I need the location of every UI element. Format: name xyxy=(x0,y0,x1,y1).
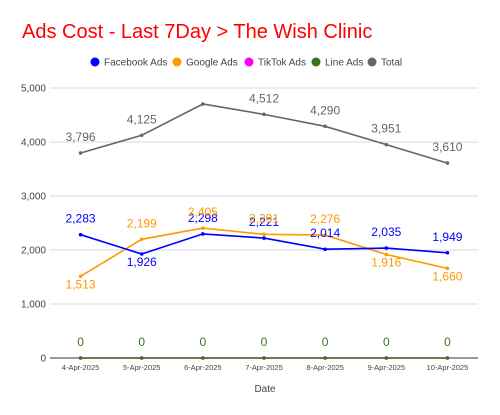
data-label-1-5: 1,916 xyxy=(371,256,401,270)
data-point-3-4 xyxy=(323,356,327,360)
y-tick-label-1: 1,000 xyxy=(21,300,46,311)
x-tick-label-2: 6-Apr-2025 xyxy=(184,363,222,372)
data-label-0-4: 2,014 xyxy=(310,226,340,240)
data-label-3-3: 0 xyxy=(261,335,268,349)
legend-label-3: Line Ads xyxy=(325,58,363,69)
data-point-0-0 xyxy=(78,232,83,237)
legend-label-1: Google Ads xyxy=(186,58,238,69)
x-tick-label-5: 9-Apr-2025 xyxy=(368,363,406,372)
data-point-0-6 xyxy=(445,250,450,255)
data-point-3-2 xyxy=(201,356,205,360)
data-point-1-5 xyxy=(384,252,389,257)
legend-label-0: Facebook Ads xyxy=(104,58,167,69)
data-point-3-1 xyxy=(139,356,144,360)
data-label-4-1: 4,125 xyxy=(127,112,157,126)
series-lines xyxy=(78,102,450,360)
legend-marker-1 xyxy=(172,57,182,67)
data-point-3-3 xyxy=(262,356,266,360)
data-label-0-1: 1,926 xyxy=(127,255,157,269)
data-point-4-6 xyxy=(445,161,450,165)
x-tick-label-1: 5-Apr-2025 xyxy=(123,363,161,372)
x-axis-title: Date xyxy=(254,384,276,395)
x-tick-label-3: 7-Apr-2025 xyxy=(245,363,283,372)
y-tick-label-4: 4,000 xyxy=(21,138,46,149)
x-tick-label-4: 8-Apr-2025 xyxy=(306,363,344,372)
data-point-0-5 xyxy=(384,246,389,250)
data-label-3-6: 0 xyxy=(444,335,451,349)
data-label-0-6: 1,949 xyxy=(432,230,462,244)
data-point-0-3 xyxy=(262,236,266,240)
legend-marker-2 xyxy=(244,57,254,67)
data-point-4-3 xyxy=(262,112,266,117)
y-tick-label-3: 3,000 xyxy=(21,192,46,203)
data-point-0-1 xyxy=(139,252,144,256)
legend-marker-4 xyxy=(367,57,377,67)
data-labels: 3,796 4,125 4,512 4,290 3,951 3,610 0 0 0 0 0 0 0 2,2… xyxy=(66,91,463,349)
data-point-1-1 xyxy=(139,237,144,242)
data-label-1-3: 2,291 xyxy=(249,211,279,225)
data-point-4-5 xyxy=(384,142,389,147)
data-label-1-4: 2,276 xyxy=(310,212,340,226)
data-label-3-1: 0 xyxy=(138,335,145,349)
legend-marker-0 xyxy=(90,57,100,67)
data-label-3-4: 0 xyxy=(322,335,329,349)
data-label-0-5: 2,035 xyxy=(371,225,401,239)
data-label-1-2: 2,405 xyxy=(188,205,218,219)
data-point-1-2 xyxy=(201,226,205,230)
data-point-0-4 xyxy=(323,247,327,252)
data-point-1-3 xyxy=(262,232,266,237)
data-label-0-3: 2,221 xyxy=(249,215,279,229)
data-point-0-2 xyxy=(201,232,205,236)
data-label-1-0: 1,513 xyxy=(66,277,96,291)
data-label-1-1: 2,199 xyxy=(127,216,157,230)
legend: Facebook Ads Google Ads TikTok Ads Line Ads… xyxy=(90,57,402,69)
data-label-4-0: 3,796 xyxy=(66,130,96,144)
data-label-3-0: 0 xyxy=(77,335,84,349)
y-axis-ticks: 0 1,000 2,000 3,000 4,000 5,000 xyxy=(21,84,46,365)
data-point-4-4 xyxy=(323,124,327,129)
data-point-3-0 xyxy=(78,356,83,360)
data-label-4-3: 4,512 xyxy=(249,91,279,105)
y-tick-label-0: 0 xyxy=(40,354,46,365)
data-label-4-4: 4,290 xyxy=(310,103,340,117)
data-label-0-2: 2,298 xyxy=(188,211,218,225)
data-point-4-2 xyxy=(201,102,205,106)
x-axis-ticks: 4-Apr-2025 5-Apr-2025 6-Apr-2025 7-Apr-2025… xyxy=(62,363,468,372)
data-point-1-6 xyxy=(445,266,450,271)
data-point-1-0 xyxy=(78,274,83,279)
data-label-3-5: 0 xyxy=(383,335,390,349)
legend-label-2: TikTok Ads xyxy=(258,58,306,69)
data-point-1-4 xyxy=(323,233,327,237)
legend-marker-3 xyxy=(311,57,321,67)
data-point-4-1 xyxy=(139,133,144,138)
x-tick-label-0: 4-Apr-2025 xyxy=(62,363,100,372)
data-point-4-0 xyxy=(78,151,83,155)
data-point-3-5 xyxy=(384,356,389,360)
chart-title: Ads Cost - Last 7Day > The Wish Clinic xyxy=(22,21,372,43)
legend-label-4: Total xyxy=(381,58,402,69)
data-point-3-6 xyxy=(445,356,450,360)
y-tick-label-5: 5,000 xyxy=(21,84,46,95)
data-label-3-2: 0 xyxy=(200,335,207,349)
data-label-4-6: 3,610 xyxy=(432,140,462,154)
y-tick-label-2: 2,000 xyxy=(21,246,46,257)
data-label-4-5: 3,951 xyxy=(371,122,401,136)
x-tick-label-6: 10-Apr-2025 xyxy=(427,363,469,372)
data-label-1-6: 1,660 xyxy=(432,269,462,283)
data-label-0-0: 2,283 xyxy=(66,212,96,226)
